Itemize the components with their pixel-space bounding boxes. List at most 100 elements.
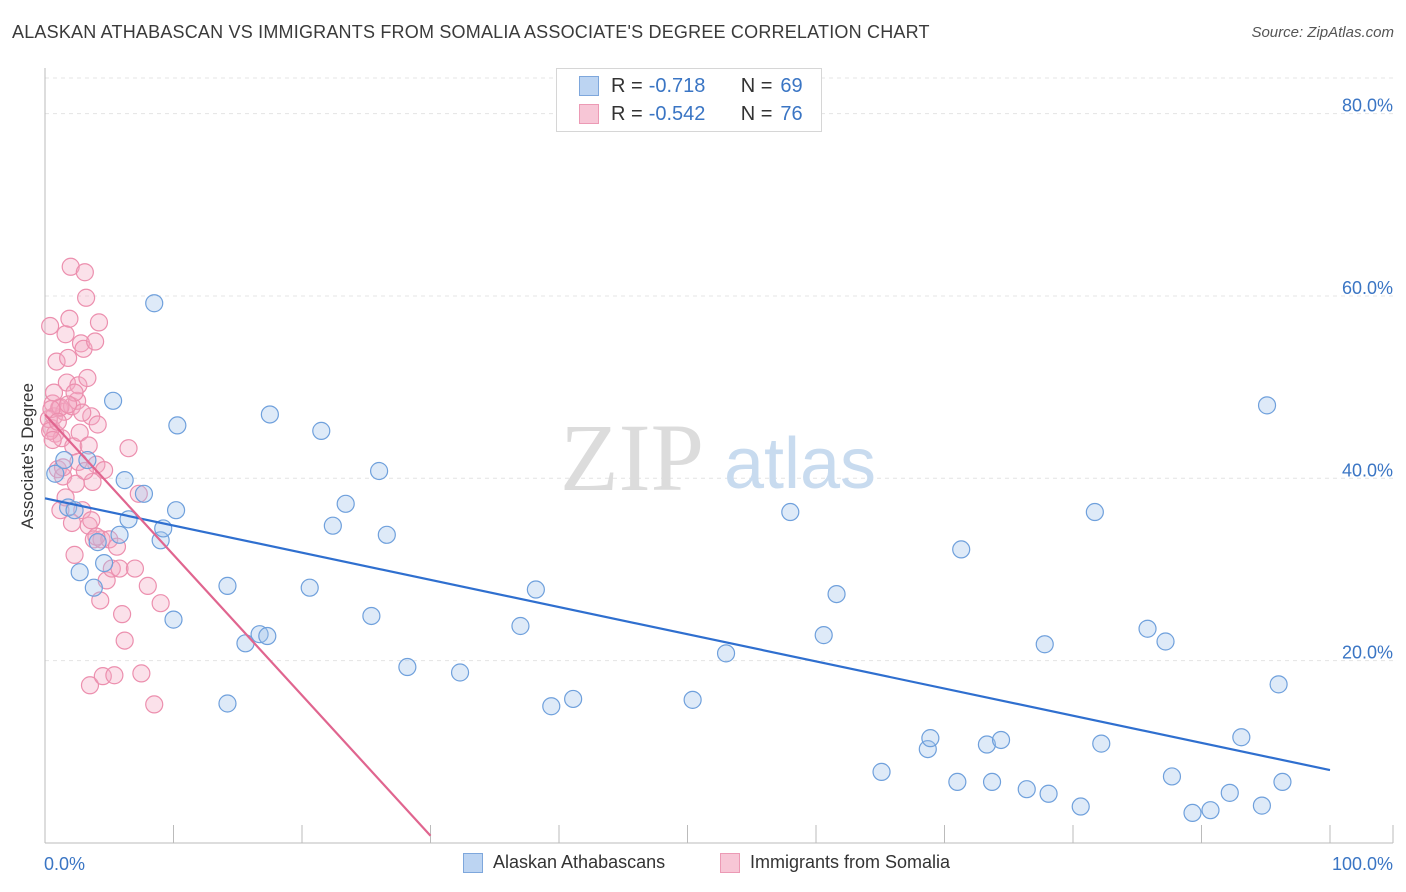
legend-label: Alaskan Athabascans [493, 852, 666, 872]
data-point-athabascans [362, 606, 381, 626]
data-point-athabascans [1232, 728, 1251, 747]
data-point-athabascans [526, 580, 545, 599]
data-point-somalia [41, 316, 60, 336]
data-point-athabascans [258, 626, 277, 646]
legend-row-somalia: R = -0.542 N = 76 [579, 102, 803, 126]
data-point-somalia [112, 605, 132, 624]
series-athabascans [46, 294, 1292, 823]
legend-item-athabascans[interactable]: Alaskan Athabascans [463, 852, 665, 873]
data-point-somalia [79, 436, 98, 455]
n-value: 76 [780, 102, 803, 125]
data-point-athabascans [921, 729, 940, 748]
data-point-somalia [43, 430, 62, 450]
data-point-athabascans [1220, 783, 1239, 802]
data-point-athabascans [683, 690, 702, 709]
data-point-athabascans [84, 578, 103, 597]
n-value: 69 [780, 74, 803, 97]
data-point-somalia [95, 460, 114, 480]
data-point-athabascans [218, 694, 237, 713]
watermark-zip: ZIP [560, 404, 704, 511]
data-point-athabascans [164, 610, 183, 629]
data-point-athabascans [1252, 796, 1271, 815]
data-point-somalia [75, 263, 94, 282]
legend-label: Immigrants from Somalia [750, 852, 951, 872]
data-point-athabascans [991, 730, 1011, 750]
data-point-somalia [78, 368, 97, 388]
data-point-athabascans [1273, 772, 1292, 792]
data-point-athabascans [827, 584, 846, 604]
data-point-somalia [138, 576, 157, 595]
legend-swatch-pink [720, 852, 740, 873]
data-point-athabascans [95, 553, 114, 573]
data-point-somalia [88, 415, 107, 434]
r-label: R = [611, 102, 643, 125]
data-point-athabascans [46, 464, 65, 483]
r-value: -0.542 [648, 102, 706, 125]
data-point-somalia [145, 695, 164, 714]
tick-labels: 20.0% 40.0% 60.0% 80.0% 0.0% 100.0% [44, 96, 1393, 874]
data-point-somalia [61, 257, 80, 276]
y-axis-label: Associate's Degree [18, 383, 37, 529]
watermark-atlas: atlas [724, 424, 876, 504]
data-point-somalia [56, 325, 75, 344]
data-point-athabascans [55, 450, 74, 470]
x-tick-label: 0.0% [44, 854, 85, 874]
data-point-athabascans [1071, 797, 1090, 816]
data-point-athabascans [312, 421, 331, 440]
trend-line-athabascans [44, 497, 1331, 772]
data-point-somalia [110, 559, 129, 578]
legend-row-athabascans: R = -0.718 N = 69 [579, 74, 803, 98]
data-point-athabascans [323, 516, 342, 535]
data-point-athabascans [1017, 780, 1036, 799]
data-point-somalia [74, 339, 93, 358]
data-point-athabascans [1162, 767, 1182, 786]
trend-line-somalia [44, 413, 432, 837]
data-point-athabascans [872, 762, 891, 781]
data-point-athabascans [1183, 803, 1202, 823]
data-point-somalia [57, 373, 76, 392]
y-tick-label: 40.0% [1342, 460, 1393, 480]
data-point-somalia [82, 511, 101, 530]
data-point-athabascans [948, 772, 967, 792]
data-point-athabascans [1085, 502, 1104, 522]
data-point-athabascans [370, 461, 389, 481]
data-point-somalia [75, 461, 94, 481]
data-point-athabascans [134, 484, 154, 503]
data-point-athabascans [918, 739, 937, 759]
data-point-athabascans [1201, 801, 1220, 820]
legend-swatch-blue [579, 76, 599, 96]
data-point-athabascans [977, 735, 997, 754]
series-somalia [39, 257, 170, 714]
data-point-athabascans [1269, 675, 1288, 694]
chart-title: ALASKAN ATHABASCAN VS IMMIGRANTS FROM SO… [12, 22, 930, 42]
data-point-somalia [129, 484, 148, 503]
watermark: ZIP atlas [560, 404, 876, 511]
data-point-athabascans [1138, 619, 1157, 638]
data-point-athabascans [814, 626, 833, 645]
data-point-somalia [80, 676, 100, 695]
trend-lines [44, 413, 1331, 837]
data-point-athabascans [1039, 784, 1058, 803]
data-point-somalia [73, 403, 92, 422]
data-point-somalia [119, 439, 138, 458]
grid-lines [45, 77, 1393, 662]
data-point-somalia [70, 423, 89, 442]
data-point-athabascans [300, 578, 319, 597]
legend-item-somalia[interactable]: Immigrants from Somalia [720, 852, 950, 873]
data-point-somalia [105, 666, 124, 685]
data-point-somalia [65, 383, 84, 402]
data-point-athabascans [1257, 396, 1277, 415]
data-point-somalia [89, 313, 109, 332]
data-point-athabascans [88, 533, 107, 552]
data-point-athabascans [218, 576, 237, 595]
correlation-legend: R = -0.718 N = 69 R = -0.542 N = 76 [556, 68, 822, 132]
data-point-somalia [47, 352, 66, 371]
legend-swatch-pink [579, 104, 599, 124]
legend-swatch-blue [463, 852, 483, 873]
data-point-athabascans [982, 772, 1002, 792]
data-point-somalia [151, 594, 170, 613]
y-tick-label: 60.0% [1342, 278, 1393, 298]
data-point-athabascans [450, 663, 470, 682]
n-label: N = [740, 74, 773, 97]
